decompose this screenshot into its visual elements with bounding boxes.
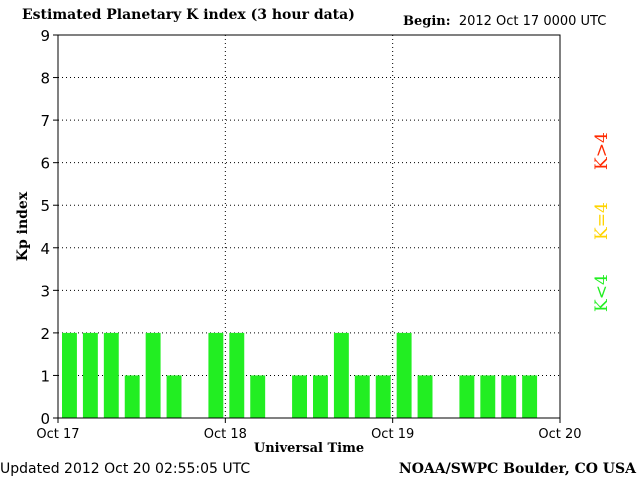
y-axis-label: Kp index: [15, 191, 31, 261]
kp-bar: [292, 375, 307, 418]
y-tick-label: 9: [40, 27, 50, 45]
legend-mid: K=4: [592, 202, 612, 240]
y-tick-label: 4: [40, 240, 50, 258]
kp-bar: [354, 375, 370, 418]
begin-info: Begin: 2012 Oct 17 0000 UTC: [403, 14, 606, 29]
kp-bar: [459, 375, 475, 418]
x-tick-label: Oct 19: [371, 427, 414, 442]
kp-bar: [124, 375, 140, 418]
y-tick-label: 0: [40, 410, 50, 428]
y-tick-label: 8: [40, 70, 50, 88]
kp-bar: [522, 375, 538, 418]
kp-bar: [145, 332, 161, 418]
begin-label: Begin:: [403, 14, 451, 29]
kp-bar: [501, 375, 517, 418]
y-tick-label: 6: [40, 155, 50, 173]
x-tick-label: Oct 20: [538, 427, 581, 442]
x-axis-label: Universal Time: [254, 441, 364, 456]
source-label: NOAA/SWPC Boulder, CO USA: [398, 461, 636, 477]
x-tick-label: Oct 17: [36, 427, 79, 442]
x-tick-label: Oct 18: [204, 427, 247, 442]
kp-bar: [333, 332, 349, 418]
kp-bar: [480, 375, 496, 418]
kp-bar: [375, 375, 391, 418]
kp-bar: [417, 375, 433, 418]
y-tick-label: 3: [40, 282, 50, 300]
chart-title: Estimated Planetary K index (3 hour data…: [22, 7, 355, 23]
y-tick-label: 2: [40, 325, 50, 343]
kp-bar: [166, 375, 182, 418]
legend-high: K>4: [592, 132, 612, 170]
plot-frame: [57, 34, 561, 419]
y-tick-label: 7: [40, 112, 50, 130]
kp-bar: [103, 332, 119, 418]
y-tick-label: 1: [40, 367, 50, 385]
y-tick-label: 5: [40, 197, 50, 215]
kp-bar: [82, 332, 98, 418]
legend-low: K<4: [592, 274, 612, 312]
kp-bar: [62, 332, 77, 418]
kp-bar: [208, 332, 224, 418]
kp-bar: [250, 375, 266, 418]
kp-bar: [313, 375, 328, 418]
kp-bar: [229, 332, 245, 418]
kp-bar: [396, 332, 412, 418]
updated-timestamp: Updated 2012 Oct 20 02:55:05 UTC: [0, 461, 251, 477]
begin-value: 2012 Oct 17 0000 UTC: [458, 14, 607, 29]
